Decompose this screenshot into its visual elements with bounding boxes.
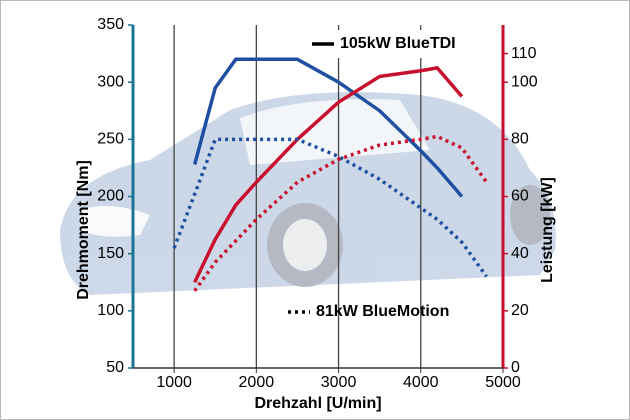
x-tick-label: 5000 — [485, 374, 521, 391]
x-tick-label: 2000 — [239, 374, 275, 391]
y2-axis-label: Leistung [kW] — [539, 177, 556, 283]
y2-tick-label: 40 — [511, 245, 529, 262]
y2-tick-label: 20 — [511, 302, 529, 319]
x-tick-label: 3000 — [321, 374, 357, 391]
y-tick-label: 350 — [97, 16, 124, 33]
x-axis-label: Drehzahl [U/min] — [254, 395, 381, 412]
y-tick-label: 300 — [97, 73, 124, 90]
y-tick-label: 100 — [97, 302, 124, 319]
y-axis-label: Drehmoment [Nm] — [75, 160, 92, 300]
x-tick-label: 1000 — [156, 374, 192, 391]
y2-tick-label: 110 — [511, 45, 537, 62]
x-tick-label: 4000 — [403, 374, 439, 391]
y2-tick-label: 100 — [511, 73, 538, 90]
y2-tick-label: 0 — [511, 359, 520, 376]
legend-label: 81kW BlueMotion — [316, 303, 449, 320]
y-tick-label: 250 — [97, 131, 124, 148]
torque-line — [192, 57, 464, 198]
power-line — [193, 66, 464, 284]
y2-tick-label: 60 — [511, 188, 529, 205]
y2-tick-label: 80 — [511, 131, 529, 148]
power-line — [193, 134, 488, 292]
y-tick-label: 150 — [97, 245, 124, 262]
y-tick-label: 50 — [106, 359, 124, 376]
legend-label: 105kW BlueTDI — [340, 35, 456, 52]
y-tick-label: 200 — [97, 188, 124, 205]
torque-line — [172, 137, 488, 278]
